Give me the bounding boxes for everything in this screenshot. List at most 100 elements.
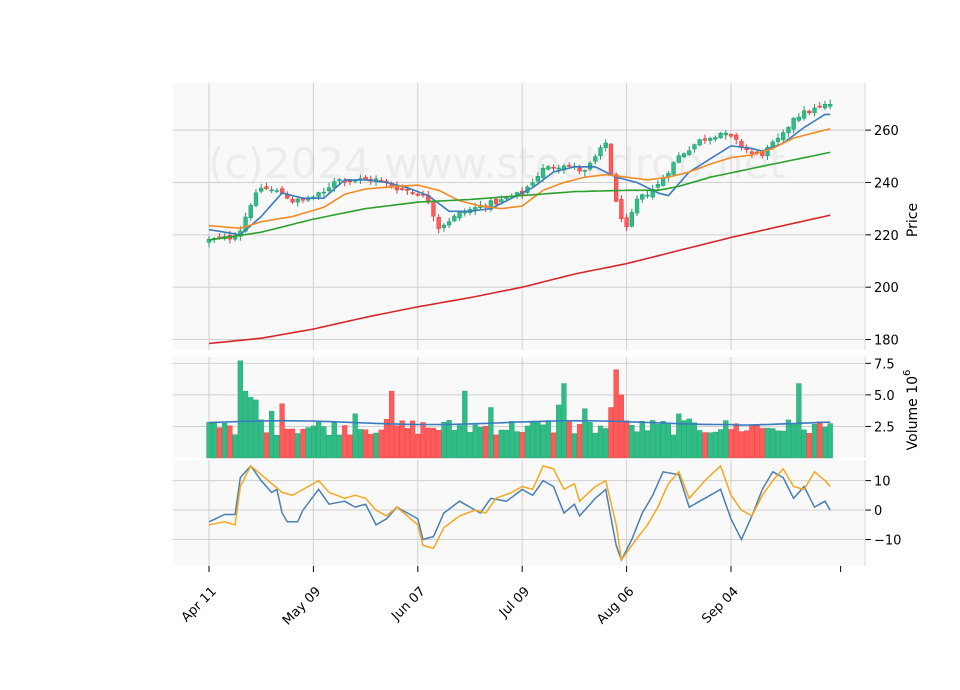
volume-bar	[441, 422, 447, 459]
volume-bar	[342, 425, 348, 459]
volume-bar	[284, 428, 290, 459]
candle-body	[671, 162, 676, 175]
candle-body	[332, 181, 337, 188]
volume-bar	[550, 432, 557, 459]
volume-bar	[493, 434, 499, 459]
volume-bar	[472, 424, 478, 459]
volume-bar	[326, 434, 332, 459]
volume-bar	[717, 429, 724, 459]
candle-body	[556, 167, 561, 170]
oscillator-panel	[173, 460, 865, 566]
candle-body	[629, 212, 634, 227]
volume-bar	[321, 426, 327, 459]
volume-bar	[811, 423, 818, 459]
candle-body	[405, 188, 410, 191]
candle-body	[734, 134, 739, 140]
volume-bar	[785, 419, 792, 459]
volume-bar	[477, 426, 484, 459]
volume-bar	[764, 427, 771, 459]
volume-bar	[770, 428, 776, 459]
volume-bar	[237, 360, 243, 459]
candle-body	[248, 205, 253, 218]
candle-body	[269, 189, 274, 192]
candle-body	[274, 190, 280, 192]
volume-axis-label: Volume 106	[902, 370, 921, 451]
volume-bar	[629, 425, 635, 459]
candle-body	[446, 221, 452, 226]
volume-bar	[592, 432, 598, 459]
volume-bar	[263, 432, 270, 459]
volume-bar	[378, 429, 384, 459]
candle-body	[822, 104, 828, 109]
moving-average-line	[208, 128, 831, 230]
candle-body	[504, 197, 509, 200]
oscillator-tick-label: 0	[874, 504, 882, 519]
volume-bar	[650, 420, 656, 459]
volume-bar	[483, 425, 489, 459]
oscillator-tick-label: 10	[874, 475, 891, 490]
candle-body	[259, 187, 264, 192]
volume-bar	[216, 427, 223, 459]
volume-bar	[524, 425, 531, 459]
candle-body	[363, 176, 368, 180]
volume-bar	[446, 420, 452, 459]
volume-bar	[754, 425, 760, 459]
volume-bar	[540, 424, 546, 459]
volume-bar	[738, 431, 745, 459]
volume-bar	[817, 421, 823, 459]
volume-bar	[253, 399, 259, 459]
volume-bar	[222, 422, 228, 459]
candle-body	[624, 217, 629, 228]
volume-bar	[310, 425, 317, 459]
x-tick-label: Aug 06	[594, 584, 637, 627]
volume-bar	[697, 430, 703, 459]
candle-body	[499, 199, 504, 203]
price-tick-label: 240	[874, 176, 899, 191]
volume-bar	[519, 432, 525, 459]
candle-body	[807, 110, 812, 113]
volume-bar	[347, 434, 353, 459]
volume-bar	[545, 421, 551, 459]
candle-body	[457, 212, 462, 219]
candle-body	[577, 167, 582, 172]
volume-bar	[566, 421, 572, 459]
volume-bar	[691, 422, 698, 459]
volume-axis-label-text: Volume 10	[905, 376, 921, 450]
volume-bar	[467, 432, 473, 459]
volume-bar	[827, 423, 833, 459]
volume-bar	[363, 429, 369, 459]
candle-body	[739, 140, 744, 148]
volume-bar	[597, 425, 604, 459]
volume-bar	[503, 429, 510, 459]
candle-body	[828, 104, 833, 107]
oscillator-tick-label: −10	[874, 534, 901, 549]
volume-bar	[624, 420, 630, 459]
volume-bar	[796, 383, 802, 459]
candle-body	[645, 194, 650, 197]
volume-bar	[258, 419, 264, 459]
volume-bar	[577, 424, 583, 459]
candle-body	[295, 198, 300, 203]
x-tick-label: Jul 09	[496, 584, 533, 621]
volume-bar	[488, 407, 494, 459]
volume-bar	[415, 433, 421, 459]
volume-bar	[295, 433, 301, 459]
volume-bar	[289, 428, 296, 459]
candle-body	[593, 156, 598, 162]
candle-body	[655, 184, 661, 188]
volume-bar	[686, 418, 692, 459]
volume-tick-label: 2.5	[874, 420, 895, 435]
volume-bar	[436, 430, 442, 459]
volume-bar	[639, 420, 645, 459]
candle-body	[326, 187, 332, 192]
volume-bar	[211, 421, 217, 459]
volume-bar	[759, 428, 765, 459]
price-tick-label: 260	[874, 124, 899, 139]
candle-body	[493, 198, 499, 205]
volume-bar	[498, 429, 504, 459]
candle-body	[614, 174, 619, 202]
candle-body	[765, 147, 770, 157]
volume-bar	[613, 369, 619, 459]
volume-bar	[723, 420, 729, 459]
